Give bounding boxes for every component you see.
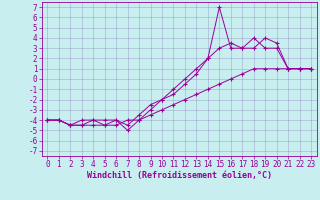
X-axis label: Windchill (Refroidissement éolien,°C): Windchill (Refroidissement éolien,°C)	[87, 171, 272, 180]
